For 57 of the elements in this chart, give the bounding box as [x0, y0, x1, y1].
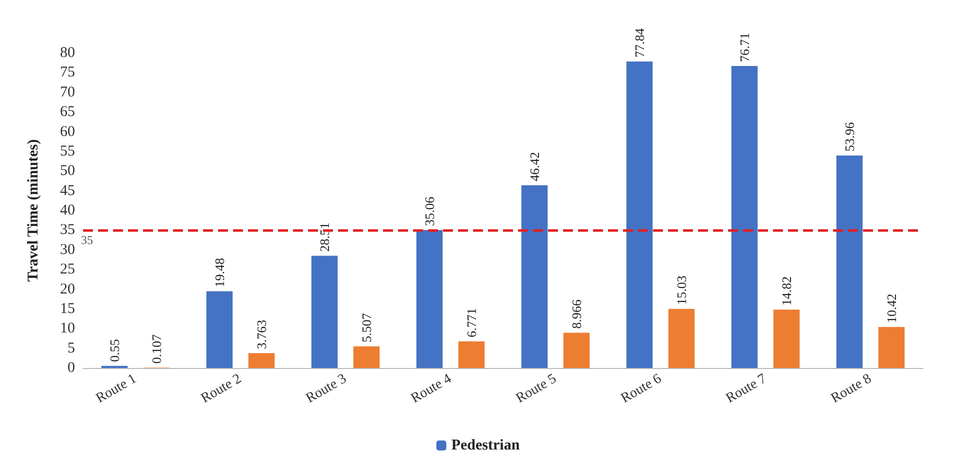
bar	[773, 310, 800, 368]
bar	[878, 326, 905, 368]
y-tick-label: 45	[60, 182, 75, 199]
data-label: 0.55	[107, 339, 122, 362]
y-tick-label: 70	[60, 84, 75, 100]
data-label: 0.107	[149, 334, 164, 364]
x-tick-label: Route 4	[408, 372, 454, 406]
y-tick-label: 25	[60, 262, 75, 278]
ref-line-label: 35	[81, 233, 93, 248]
y-tick-label: 5	[68, 340, 75, 356]
data-label: 19.48	[212, 258, 227, 288]
data-label: 14.82	[779, 276, 794, 306]
data-label: 53.96	[842, 122, 857, 152]
y-tick-label: 15	[60, 300, 75, 317]
legend-label: Pedestrian	[451, 438, 520, 454]
bar	[731, 66, 758, 368]
bar	[521, 185, 548, 368]
bar	[626, 62, 653, 368]
data-label: 76.71	[737, 32, 752, 62]
bar	[416, 230, 443, 368]
y-tick-label: 0	[68, 360, 75, 376]
x-tick-label: Route 5	[514, 372, 560, 406]
bar	[311, 256, 338, 368]
bar	[458, 341, 485, 368]
y-tick-label: 50	[60, 163, 75, 180]
data-label: 15.03	[674, 276, 689, 305]
bar	[248, 353, 275, 368]
x-tick-label: Route 6	[618, 372, 664, 406]
y-tick-label: 40	[60, 202, 75, 218]
y-axis-title: Travel Time (minutes)	[26, 139, 42, 282]
data-label: 3.763	[254, 320, 269, 350]
y-tick-label: 75	[60, 64, 75, 81]
data-label: 10.42	[884, 294, 899, 323]
bar	[353, 346, 380, 368]
data-label: 5.507	[359, 312, 374, 342]
y-tick-label: 80	[60, 45, 75, 61]
x-tick-label: Route 7	[724, 372, 770, 406]
data-label: 6.771	[464, 308, 479, 338]
x-tick-label: Route 3	[304, 372, 350, 406]
bar	[563, 332, 590, 368]
x-tick-label: Route 1	[94, 372, 140, 406]
data-label: 46.42	[527, 152, 542, 182]
y-tick-label: 10	[60, 320, 75, 337]
bar	[836, 156, 863, 368]
data-label: 8.966	[569, 298, 584, 329]
y-tick-label: 35	[60, 222, 75, 238]
y-tick-label: 65	[60, 104, 75, 120]
bar	[206, 291, 233, 368]
data-label: 77.84	[632, 28, 647, 58]
y-tick-label: 30	[60, 242, 75, 258]
data-label: 35.06	[422, 196, 437, 226]
x-tick-label: Route 8	[828, 372, 874, 406]
x-tick-label: Route 2	[198, 372, 244, 406]
bar	[668, 308, 695, 368]
y-tick-label: 20	[60, 281, 75, 298]
y-tick-label: 60	[60, 124, 75, 140]
y-tick-label: 55	[60, 143, 75, 160]
